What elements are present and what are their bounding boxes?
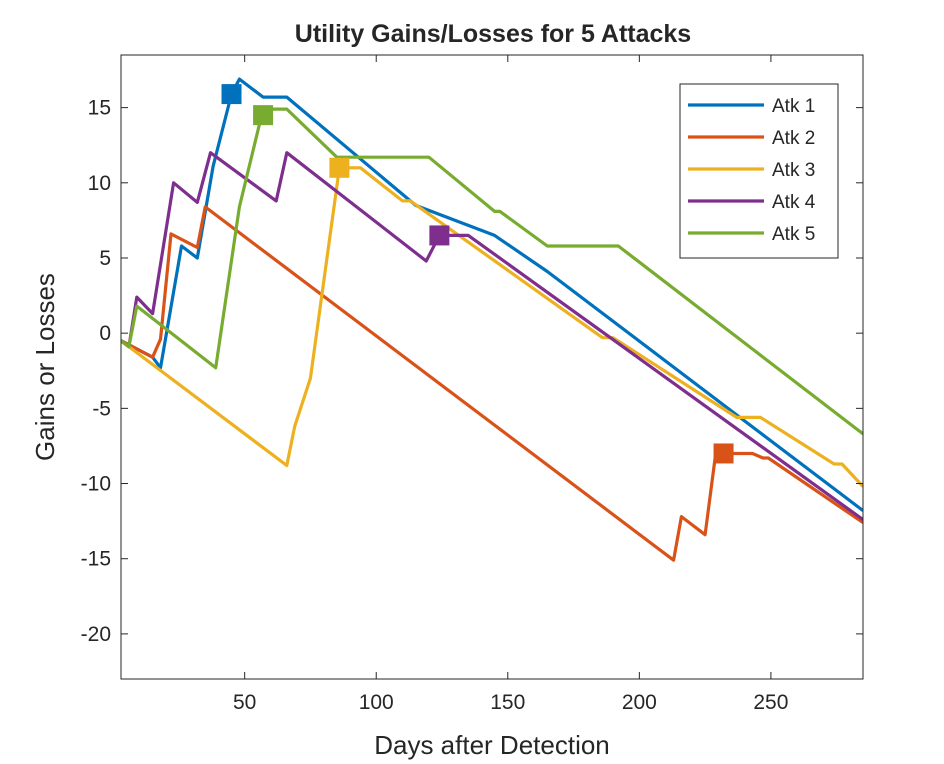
series-marker-atk-5 bbox=[253, 105, 274, 126]
series-marker-atk-3 bbox=[329, 157, 350, 178]
x-tick-label: 100 bbox=[359, 691, 394, 714]
legend-box bbox=[679, 83, 839, 259]
x-axis-label: Days after Detection bbox=[374, 730, 610, 760]
series-line-atk-2 bbox=[121, 205, 863, 562]
legend: Atk 1 Atk 2 Atk 3 Atk 4 Atk 5 bbox=[679, 83, 839, 259]
y-axis-label: Gains or Losses bbox=[30, 273, 60, 461]
legend-label-atk-3: Atk 3 bbox=[772, 160, 815, 181]
y-tick-label: 5 bbox=[99, 247, 111, 270]
x-tick-label: 50 bbox=[233, 691, 256, 714]
chart-title: Utility Gains/Losses for 5 Attacks bbox=[295, 20, 691, 48]
y-axis-ticks: 15 10 5 0 -5 -10 -15 -20 bbox=[81, 97, 863, 646]
y-tick-label: 0 bbox=[99, 322, 111, 345]
x-tick-label: 250 bbox=[753, 691, 788, 714]
series-marker-atk-1 bbox=[221, 84, 242, 105]
x-axis-ticks: 50 100 150 200 250 bbox=[233, 55, 788, 714]
x-tick-label: 200 bbox=[622, 691, 657, 714]
legend-label-atk-5: Atk 5 bbox=[772, 224, 815, 245]
y-tick-label: 10 bbox=[88, 172, 111, 195]
plot-area-frame bbox=[120, 54, 864, 680]
series-marker-atk-2 bbox=[713, 443, 734, 464]
series-line-atk-3 bbox=[121, 166, 863, 488]
y-tick-label: -15 bbox=[81, 548, 111, 571]
y-tick-label: -5 bbox=[92, 397, 111, 420]
series-line-atk-5 bbox=[121, 107, 863, 436]
y-tick-label: -20 bbox=[81, 623, 111, 646]
legend-label-atk-4: Atk 4 bbox=[772, 192, 816, 213]
x-tick-label: 150 bbox=[490, 691, 525, 714]
series-marker-atk-4 bbox=[429, 225, 450, 246]
legend-label-atk-2: Atk 2 bbox=[772, 128, 815, 149]
marker-layer bbox=[221, 84, 734, 464]
y-tick-label: 15 bbox=[88, 97, 111, 120]
legend-label-atk-1: Atk 1 bbox=[772, 96, 815, 117]
y-tick-label: -10 bbox=[81, 473, 111, 496]
